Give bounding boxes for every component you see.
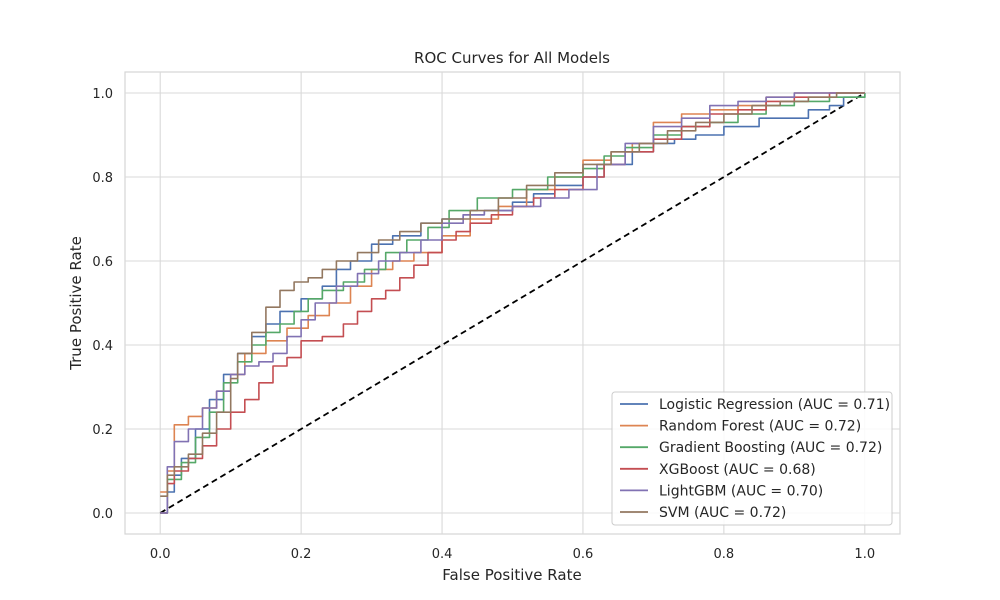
roc-curve-lightgbm (160, 92, 865, 514)
x-tick-labels: 0.0 0.2 0.4 0.6 0.8 1.0 (150, 547, 875, 562)
grid-lines (125, 72, 900, 534)
roc-curves (160, 92, 866, 514)
x-tick-label: 0.6 (573, 547, 594, 562)
y-axis-label: True Positive Rate (67, 236, 85, 371)
legend-label: Gradient Boosting (AUC = 0.72) (659, 440, 882, 456)
x-tick-label: 0.0 (150, 547, 171, 562)
legend-label: Logistic Regression (AUC = 0.71) (659, 397, 890, 413)
chart-title: ROC Curves for All Models (414, 49, 610, 67)
y-tick-label: 0.0 (92, 507, 113, 522)
x-tick-label: 0.4 (432, 547, 453, 562)
y-tick-label: 1.0 (92, 87, 113, 102)
x-tick-label: 0.8 (714, 547, 735, 562)
reference-diagonal (159, 92, 866, 514)
legend-label: XGBoost (AUC = 0.68) (659, 462, 816, 478)
y-tick-label: 0.4 (92, 339, 113, 354)
roc-curve-svm (160, 92, 865, 497)
chance-line (159, 92, 866, 514)
y-tick-labels: 0.0 0.2 0.4 0.6 0.8 1.0 (92, 87, 113, 522)
legend: Logistic Regression (AUC = 0.71) Random F… (611, 391, 893, 526)
y-tick-label: 0.6 (92, 255, 113, 270)
roc-curve-xgboost (160, 92, 865, 514)
x-tick-label: 1.0 (854, 547, 875, 562)
legend-label: SVM (AUC = 0.72) (659, 505, 786, 521)
legend-label: Random Forest (AUC = 0.72) (659, 419, 861, 435)
legend-label: LightGBM (AUC = 0.70) (659, 483, 823, 499)
x-axis-label: False Positive Rate (442, 566, 581, 584)
legend-frame (611, 391, 893, 526)
x-tick-label: 0.2 (291, 547, 312, 562)
y-tick-label: 0.8 (92, 171, 113, 186)
y-tick-label: 0.2 (92, 423, 113, 438)
